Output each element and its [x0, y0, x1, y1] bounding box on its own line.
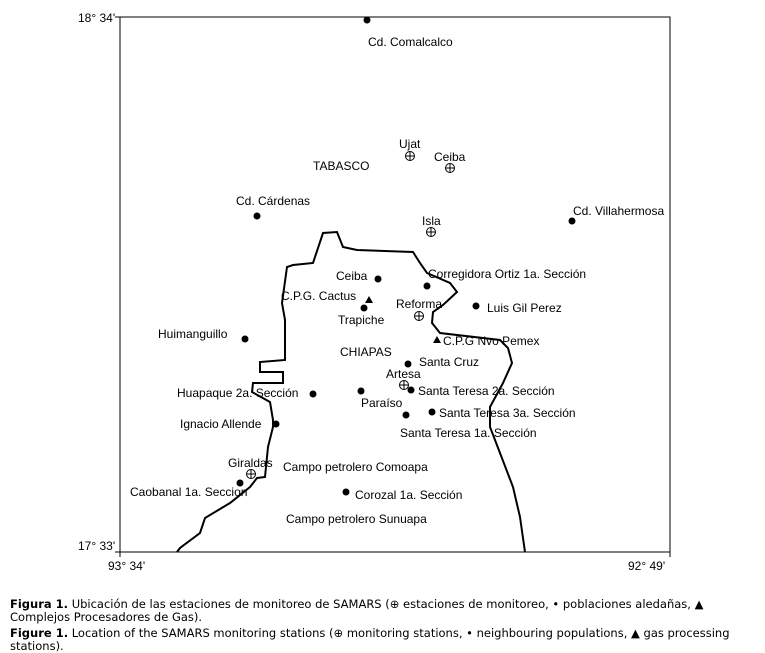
- place-label: Ceiba: [336, 269, 368, 283]
- caption-en-label: Figure 1.: [10, 626, 69, 640]
- place-label: C.P.G Nvo Pemex: [443, 334, 539, 348]
- monitoring-station-icon: [445, 163, 455, 173]
- place-label: Artesa: [386, 367, 421, 381]
- place-label: Ignacio Allende: [180, 417, 262, 431]
- tick-marks: [115, 16, 671, 557]
- place-label: Santa Teresa 1a. Sección: [400, 426, 537, 440]
- caption-es-label: Figura 1.: [10, 597, 69, 611]
- caption-en-text: Location of the SAMARS monitoring statio…: [10, 626, 730, 653]
- monitoring-station-icon: [426, 227, 436, 237]
- population-marker: [568, 217, 576, 225]
- population-marker: [236, 479, 244, 487]
- population-marker: [253, 212, 261, 220]
- population-marker: [363, 16, 371, 24]
- place-label: Cd. Comalcalco: [368, 35, 453, 49]
- monitoring-station-icon: [414, 311, 424, 321]
- population-marker: [402, 411, 410, 419]
- place-label: Caobanal 1a. Seccion: [130, 485, 247, 499]
- population-marker: [472, 302, 480, 310]
- place-label: Huimanguillo: [158, 327, 228, 341]
- caption-es: Figura 1. Ubicación de las estaciones de…: [10, 598, 760, 624]
- map: 18° 34' 17° 33' 93° 34' 92° 49' TABASCO …: [78, 11, 671, 573]
- population-marker: [272, 420, 280, 428]
- place-label: C.P.G. Cactus: [281, 289, 356, 303]
- population-marker: [309, 390, 317, 398]
- place-label: Huapaque 2a. Sección: [177, 386, 298, 400]
- place-label: Paraíso: [361, 396, 403, 410]
- population-marker: [404, 360, 412, 368]
- place-label: Santa Teresa 2a. Sección: [418, 384, 555, 398]
- region-chiapas: CHIAPAS: [340, 345, 392, 359]
- monitoring-station-icon: [399, 380, 409, 390]
- caption-es-text: Ubicación de las estaciones de monitoreo…: [10, 597, 704, 624]
- state-boundary: [176, 230, 526, 553]
- place-label: Giraldas: [228, 456, 273, 470]
- place-label: Corregidora Ortiz 1a. Sección: [428, 267, 586, 281]
- lat-top-label: 18° 34': [78, 11, 115, 25]
- area-comoapa: Campo petrolero Comoapa: [283, 460, 428, 474]
- map-frame: [119, 16, 671, 553]
- region-tabasco: TABASCO: [313, 159, 369, 173]
- place-label: Cd. Villahermosa: [573, 204, 664, 218]
- monitoring-station-icon: [246, 469, 256, 479]
- population-marker: [360, 304, 368, 312]
- place-label: Trapiche: [338, 313, 385, 327]
- place-label: Santa Teresa 3a. Sección: [439, 406, 576, 420]
- gas-complex-triangle-icon: [365, 296, 373, 303]
- gas-complex-triangle-icon: [433, 336, 441, 343]
- place-label: Reforma: [396, 297, 442, 311]
- population-marker: [423, 282, 431, 290]
- lon-left-label: 93° 34': [108, 559, 145, 573]
- population-marker: [374, 275, 382, 283]
- population-marker: [357, 387, 365, 395]
- place-label: Ceiba: [434, 150, 466, 164]
- place-label: Cd. Cárdenas: [236, 194, 310, 208]
- caption-en: Figure 1. Location of the SAMARS monitor…: [10, 627, 760, 653]
- place-label: Santa Cruz: [419, 355, 479, 369]
- lat-bottom-label: 17° 33': [78, 539, 115, 553]
- lon-right-label: 92° 49': [628, 559, 665, 573]
- place-label: Ujat: [399, 137, 421, 151]
- population-marker: [428, 408, 436, 416]
- place-label: Luis Gil Perez: [487, 301, 562, 315]
- area-sunuapa: Campo petrolero Sunuapa: [286, 512, 427, 526]
- population-marker: [407, 386, 415, 394]
- population-marker: [241, 335, 249, 343]
- place-label: Corozal 1a. Sección: [355, 488, 462, 502]
- place-label: Isla: [422, 214, 441, 228]
- monitoring-station-icon: [405, 151, 415, 161]
- population-marker: [342, 488, 350, 496]
